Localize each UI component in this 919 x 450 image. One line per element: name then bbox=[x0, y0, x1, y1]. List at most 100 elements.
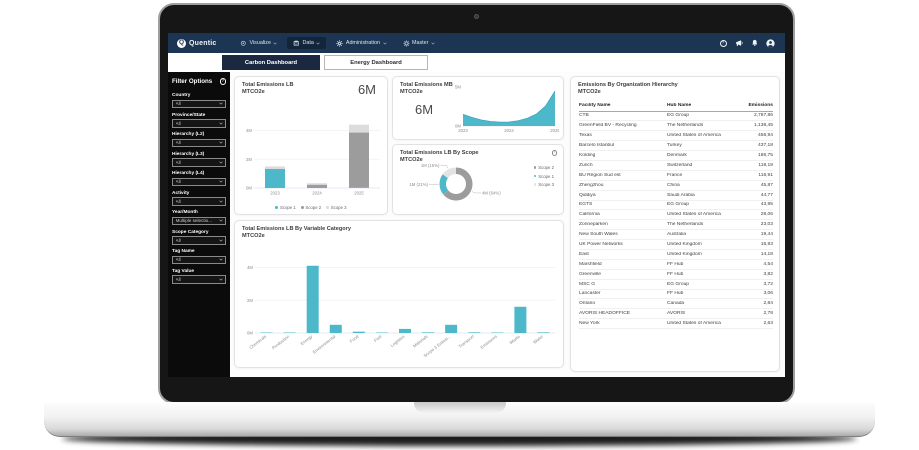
svg-text:Transport: Transport bbox=[457, 333, 475, 349]
menu-item-data[interactable]: Data bbox=[287, 36, 327, 50]
cell-emissions: 456,94 bbox=[758, 133, 773, 139]
tab-energy-dashboard[interactable]: Energy Dashboard bbox=[324, 55, 428, 70]
filter-scope-category: Scope Category All bbox=[172, 230, 226, 245]
table-row[interactable]: New York United States of America 2,63 bbox=[579, 319, 773, 330]
table-row[interactable]: Qiddiya Saudi Arabia 44,77 bbox=[579, 191, 773, 201]
legend-item-scope-3[interactable]: Scope 3 bbox=[326, 205, 347, 210]
filter-select-country[interactable]: All bbox=[172, 99, 226, 108]
tab-carbon-dashboard[interactable]: Carbon Dashboard bbox=[222, 55, 320, 70]
quentic-logo[interactable]: Q Quentic bbox=[168, 38, 224, 48]
card-title: Total Emissions LB MTCO2e bbox=[242, 82, 294, 96]
bell-icon[interactable] bbox=[751, 39, 759, 47]
table-row[interactable]: Texas United States of America 456,94 bbox=[579, 131, 773, 142]
quentic-logo-icon: Q bbox=[177, 38, 186, 48]
svg-text:Environmental: Environmental bbox=[312, 334, 337, 355]
filter-select-tag-name[interactable]: All bbox=[172, 255, 226, 264]
svg-text:4M (64%): 4M (64%) bbox=[482, 190, 501, 195]
table-row[interactable]: MSC G EG Group 3,72 bbox=[579, 280, 773, 290]
chart-legend: Scope 2 Scope 1 Scope 3 bbox=[533, 165, 554, 187]
filter-options-title: Filter Options bbox=[172, 78, 213, 85]
filter-help-icon[interactable]: ? bbox=[219, 78, 226, 85]
table-row[interactable]: Zonneparken The Netherlands 23,03 bbox=[579, 220, 773, 231]
info-icon[interactable]: i bbox=[551, 150, 557, 156]
administration-icon bbox=[336, 39, 343, 47]
filter-label: Tag Value bbox=[172, 268, 195, 274]
bar-chart-emissions-by-category[interactable]: 0M 2M 4M Chemicals Production EnergyEnvironme… bbox=[239, 247, 561, 365]
chevron-down-icon bbox=[218, 278, 223, 281]
cell-facility-name: BU Région Sud est bbox=[579, 172, 621, 178]
filter-select-hierarchy-l4[interactable]: All bbox=[172, 177, 226, 186]
legend-item-scope-1[interactable]: Scope 1 bbox=[533, 174, 554, 179]
cell-emissions: 43,95 bbox=[760, 202, 773, 208]
table-row[interactable]: Zurich Switzerland 118,18 bbox=[579, 161, 773, 171]
svg-text:0M: 0M bbox=[246, 186, 252, 191]
legend-item-scope-2[interactable]: Scope 2 bbox=[300, 205, 321, 210]
legend-dot bbox=[300, 206, 304, 209]
help-icon[interactable]: ? bbox=[719, 39, 727, 47]
filter-select-tag-value[interactable]: All bbox=[172, 275, 226, 284]
cell-facility-name: UK Power Networks bbox=[579, 242, 623, 248]
legend-item-scope-3[interactable]: Scope 3 bbox=[533, 182, 554, 187]
chevron-down-icon bbox=[218, 258, 223, 261]
svg-text:5M: 5M bbox=[455, 85, 461, 90]
stacked-bar-chart-emissions-by-year[interactable]: 0M 2M 4M 2023 2024 2025 bbox=[241, 113, 383, 199]
svg-text:Emissions: Emissions bbox=[479, 334, 498, 350]
legend-item-scope-2[interactable]: Scope 2 bbox=[533, 165, 554, 170]
filter-select-hierarchy-l2[interactable]: All bbox=[172, 138, 226, 147]
donut-chart-emissions-by-scope[interactable]: 4M (64%) 1M (21%) 1M (15%) bbox=[393, 153, 525, 215]
svg-text:Water: Water bbox=[532, 334, 544, 345]
table-row[interactable]: Zhengzhou China 45,87 bbox=[579, 181, 773, 191]
legend-dot bbox=[275, 206, 279, 209]
filter-sidebar: Filter Options ? Country All Province/Stat… bbox=[168, 72, 230, 377]
filter-hierarchy-l3: Hierarchy (L3) All bbox=[172, 152, 226, 167]
legend-item-scope-1[interactable]: Scope 1 bbox=[275, 205, 296, 210]
table-row[interactable]: East United Kingdom 14,18 bbox=[579, 250, 773, 260]
table-row[interactable]: Ontario Canada 2,84 bbox=[579, 299, 773, 310]
menu-item-master[interactable]: Master bbox=[397, 37, 441, 50]
menu-item-visualize[interactable]: Visualize bbox=[234, 37, 283, 50]
card-title-line2: MTCO2e bbox=[578, 88, 601, 95]
cell-hub-name: AVORIS bbox=[667, 311, 686, 317]
card-title-line1: Total Emissions MB bbox=[400, 82, 453, 88]
filter-select-year-month[interactable]: Multiple selectio... bbox=[172, 216, 226, 225]
table-row[interactable]: BU Région Sud est France 116,91 bbox=[579, 171, 773, 181]
table-row[interactable]: Marshfield FF Hub 4,54 bbox=[579, 260, 773, 270]
filter-select-hierarchy-l3[interactable]: All bbox=[172, 158, 226, 167]
card-title-line1: Total Emissions LB By Variable Category bbox=[242, 226, 352, 232]
table-row[interactable]: CTB EG Group 2,787,86 bbox=[579, 112, 773, 122]
svg-text:2M: 2M bbox=[246, 157, 252, 162]
table-row[interactable]: EGTS EG Group 43,95 bbox=[579, 201, 773, 211]
legend-label: Scope 3 bbox=[538, 182, 554, 187]
card-total-emissions-mb: Total Emissions MB MTCO2e 6M 5M 0M 2023 202… bbox=[392, 76, 564, 140]
table-row[interactable]: AVORIS HEADOFFICE AVORIS 2,78 bbox=[579, 309, 773, 320]
table-row[interactable]: California United States of America 28,06 bbox=[579, 210, 773, 221]
chevron-down-icon bbox=[273, 41, 278, 45]
table-row[interactable]: Kolding Denmark 186,75 bbox=[579, 151, 773, 161]
column-header-hub-name[interactable]: Hub Name bbox=[667, 103, 692, 109]
app-body: Filter Options ? Country All Province/Stat… bbox=[168, 72, 785, 377]
table-row[interactable]: Lancaster FF Hub 3,06 bbox=[579, 290, 773, 300]
table-row[interactable]: New South Wales Australia 19,44 bbox=[579, 230, 773, 241]
table-row[interactable]: GreenField BV - Recycling The Netherlands… bbox=[579, 121, 773, 132]
cell-hub-name: FF Hub bbox=[667, 271, 684, 277]
cell-facility-name: Texas bbox=[579, 133, 592, 139]
announcement-icon[interactable] bbox=[735, 39, 743, 47]
cell-emissions: 4,54 bbox=[763, 261, 773, 267]
card-title-line2: MTCO2e bbox=[400, 88, 423, 95]
column-header-facility-name[interactable]: Facility Name bbox=[579, 103, 611, 109]
column-header-emissions[interactable]: Emissions bbox=[748, 103, 773, 109]
cell-emissions: 19,44 bbox=[760, 232, 773, 238]
filter-select-scope-category[interactable]: All bbox=[172, 236, 226, 245]
table-row[interactable]: UK Power Networks United Kingdom 16,93 bbox=[579, 240, 773, 250]
menu-item-administration[interactable]: Administration bbox=[330, 37, 392, 50]
card-title: Total Emissions LB By Scope MTCO2e bbox=[400, 150, 479, 164]
table-row[interactable]: Greenville FF Hub 3,82 bbox=[579, 270, 773, 280]
table-row[interactable]: Barceló Istanbul Turkey 437,18 bbox=[579, 141, 773, 152]
account-icon[interactable] bbox=[766, 38, 775, 48]
filter-select-activity[interactable]: All bbox=[172, 197, 226, 206]
cell-emissions: 186,75 bbox=[758, 153, 773, 158]
filter-select-province-state[interactable]: All bbox=[172, 119, 226, 128]
card-title: Total Emissions MB MTCO2e bbox=[400, 82, 453, 96]
cell-facility-name: Zurich bbox=[579, 162, 593, 168]
